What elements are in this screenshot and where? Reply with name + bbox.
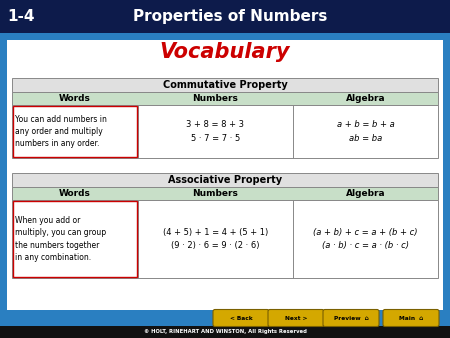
Text: Main  ⌂: Main ⌂ xyxy=(399,315,423,320)
Text: (4 + 5) + 1 = 4 + (5 + 1)
(9 · 2) · 6 = 9 · (2 · 6): (4 + 5) + 1 = 4 + (5 + 1) (9 · 2) · 6 = … xyxy=(163,227,268,250)
Text: Associative Property: Associative Property xyxy=(168,175,282,185)
Text: Words: Words xyxy=(59,189,91,198)
Text: a + b = b + a
ab = ba: a + b = b + a ab = ba xyxy=(337,120,395,143)
Bar xyxy=(13,201,137,277)
Bar xyxy=(13,106,137,157)
FancyBboxPatch shape xyxy=(268,310,324,327)
Text: Algebra: Algebra xyxy=(346,189,385,198)
Text: Algebra: Algebra xyxy=(346,94,385,103)
Bar xyxy=(12,200,438,278)
Text: < Back: < Back xyxy=(230,315,252,320)
Text: Words: Words xyxy=(59,94,91,103)
Bar xyxy=(0,326,450,338)
Text: Properties of Numbers: Properties of Numbers xyxy=(133,9,327,24)
FancyBboxPatch shape xyxy=(383,310,439,327)
FancyBboxPatch shape xyxy=(323,310,379,327)
Bar xyxy=(12,105,438,158)
Bar xyxy=(12,78,438,92)
Text: 1-4: 1-4 xyxy=(7,9,35,24)
Text: Preview  ⌂: Preview ⌂ xyxy=(333,315,369,320)
Text: Numbers: Numbers xyxy=(193,94,238,103)
Text: (a + b) + c = a + (b + c)
(a · b) · c = a · (b · c): (a + b) + c = a + (b + c) (a · b) · c = … xyxy=(313,227,418,250)
Text: © HOLT, RINEHART AND WINSTON, All Rights Reserved: © HOLT, RINEHART AND WINSTON, All Rights… xyxy=(144,330,306,335)
Text: 3 + 8 = 8 + 3
5 · 7 = 7 · 5: 3 + 8 = 8 + 3 5 · 7 = 7 · 5 xyxy=(186,120,244,143)
Bar xyxy=(12,92,438,105)
Bar xyxy=(7,40,443,310)
FancyBboxPatch shape xyxy=(213,310,269,327)
Bar xyxy=(12,173,438,187)
Bar xyxy=(0,0,450,33)
Text: When you add or
multiply, you can group
the numbers together
in any combination.: When you add or multiply, you can group … xyxy=(15,216,106,262)
Text: Next >: Next > xyxy=(285,315,307,320)
Bar xyxy=(12,187,438,200)
Text: Commutative Property: Commutative Property xyxy=(162,80,288,90)
Text: Numbers: Numbers xyxy=(193,189,238,198)
Text: You can add numbers in
any order and multiply
numbers in any order.: You can add numbers in any order and mul… xyxy=(15,115,107,148)
Text: Vocabulary: Vocabulary xyxy=(160,42,290,62)
